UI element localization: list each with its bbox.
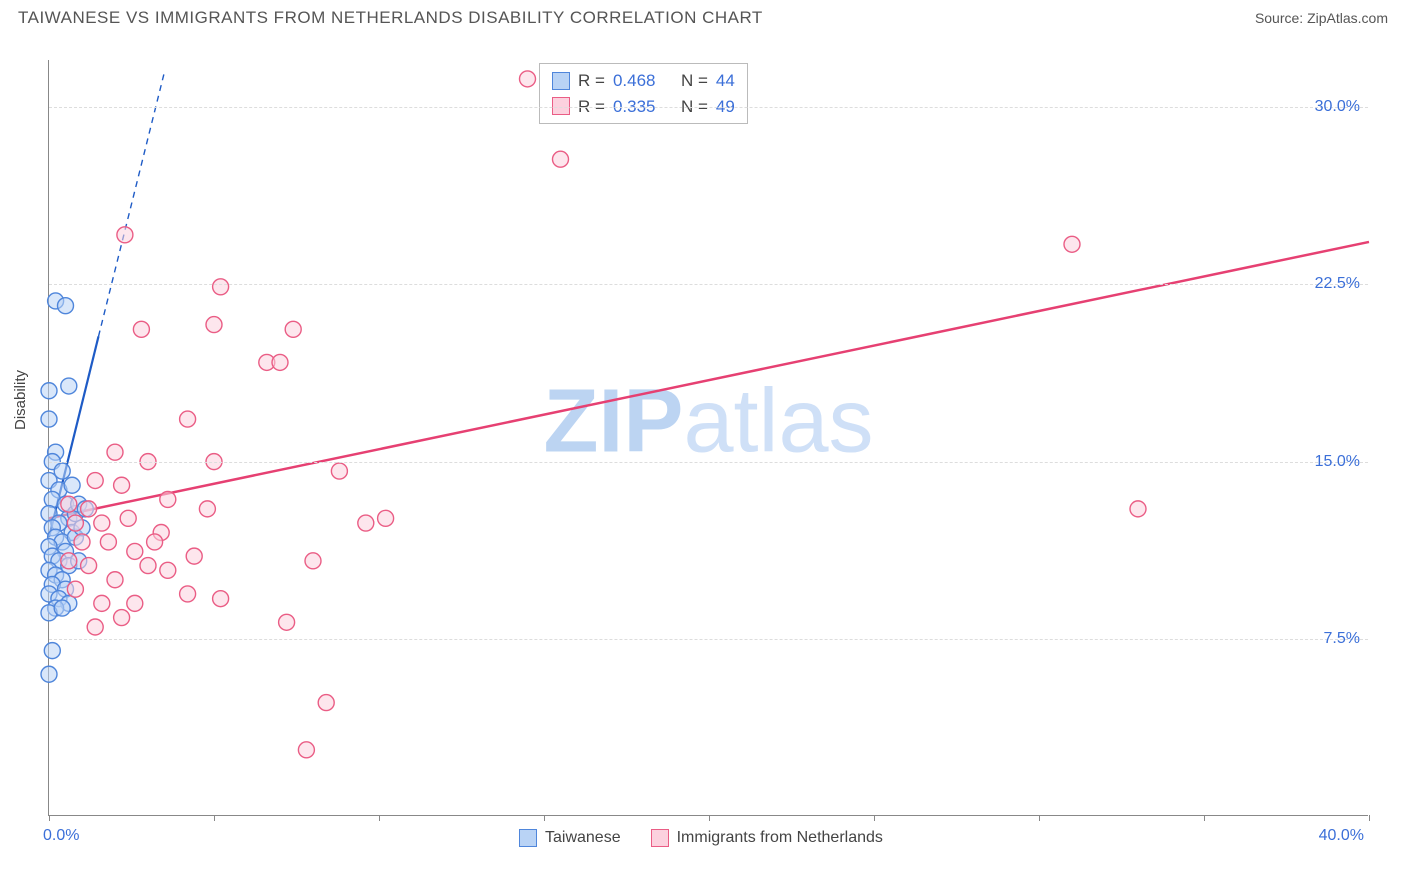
- series-legend: Taiwanese Immigrants from Netherlands: [519, 829, 883, 847]
- chart-canvas: [49, 60, 1368, 815]
- chart-title: TAIWANESE VS IMMIGRANTS FROM NETHERLANDS…: [18, 8, 763, 28]
- scatter-plot: ZIPatlas R = 0.468 N = 44 R = 0.335 N = …: [48, 60, 1368, 816]
- y-tick-label: 15.0%: [1315, 453, 1360, 471]
- chart-source: Source: ZipAtlas.com: [1255, 10, 1388, 26]
- y-tick-label: 30.0%: [1315, 98, 1360, 116]
- legend-row: R = 0.468 N = 44: [552, 68, 735, 94]
- x-min-label: 0.0%: [43, 827, 79, 845]
- legend-item: Immigrants from Netherlands: [651, 829, 883, 847]
- y-tick-label: 22.5%: [1315, 275, 1360, 293]
- legend-row: R = 0.335 N = 49: [552, 94, 735, 120]
- y-tick-label: 7.5%: [1324, 630, 1360, 648]
- y-axis-label: Disability: [12, 370, 29, 430]
- correlation-legend: R = 0.468 N = 44 R = 0.335 N = 49: [539, 63, 748, 124]
- legend-item: Taiwanese: [519, 829, 621, 847]
- x-max-label: 40.0%: [1319, 827, 1364, 845]
